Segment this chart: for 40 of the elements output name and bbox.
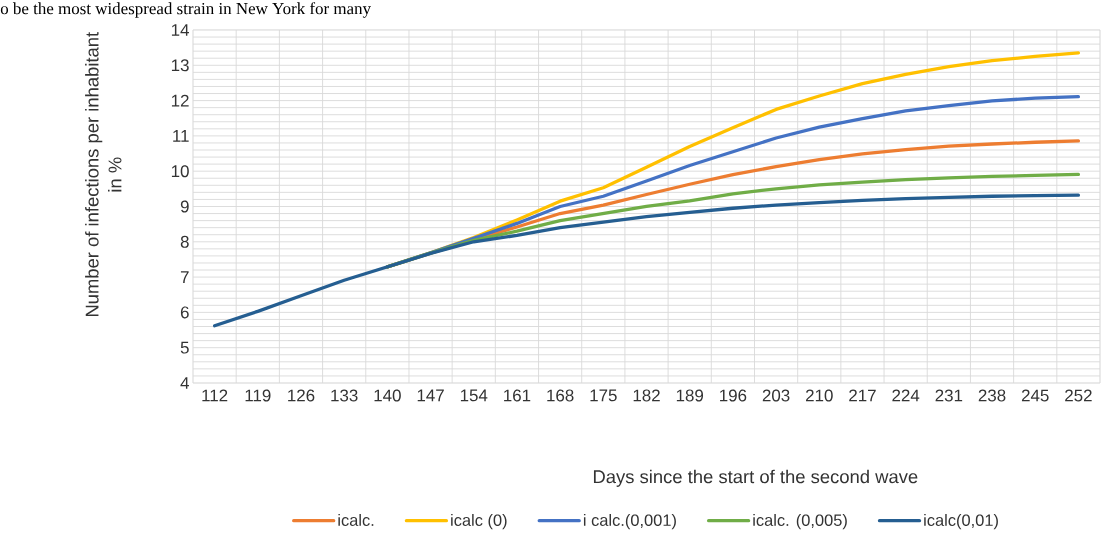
y-axis-title: Number of infections per inhabitant in % — [85, 31, 122, 317]
legend-label: icalc. — [338, 513, 374, 527]
x-tick-label: 210 — [806, 389, 833, 402]
y-tick-label: 6 — [180, 306, 189, 319]
y-tick-label: 9 — [180, 200, 189, 213]
x-tick-label: 133 — [331, 389, 358, 402]
x-tick-label: 231 — [935, 389, 963, 402]
y-tick-label: 7 — [180, 271, 189, 283]
x-tick-label: 175 — [590, 389, 617, 402]
x-tick-label: 217 — [849, 389, 876, 402]
x-tick-label: 203 — [762, 389, 790, 402]
x-tick-label: 126 — [288, 389, 315, 402]
text: o be the most widespread strain in New York for many — [0, 2, 371, 18]
y-tick-label: 14 — [171, 24, 189, 36]
x-tick-label: 224 — [892, 389, 920, 402]
legend-label: icalc(0,01) — [924, 513, 998, 530]
y-tick-label: 4 — [180, 377, 189, 389]
x-tick-label: 112 — [202, 389, 228, 402]
x-tick-label: 189 — [676, 389, 704, 402]
legend-label: i calc.(0,001) — [583, 513, 676, 530]
legend-label: icalc. (0,005) — [753, 513, 847, 530]
x-tick-label: 182 — [633, 389, 660, 402]
legend-label: icalc (0) — [451, 513, 507, 530]
x-tick-label: 196 — [720, 389, 747, 402]
x-tick-label: 161 — [504, 389, 531, 402]
x-tick-label: 238 — [978, 389, 1006, 402]
x-tick-label: 245 — [1021, 389, 1049, 402]
x-tick-label: 154 — [460, 389, 488, 402]
y-tick-label: 11 — [173, 130, 189, 142]
x-tick-label: 252 — [1065, 389, 1092, 402]
x-tick-label: 147 — [417, 389, 444, 402]
y-tick-label: 12 — [171, 94, 189, 107]
x-tick-label: 119 — [245, 389, 271, 402]
y-tick-label: 8 — [180, 235, 189, 248]
x-tick-label: 168 — [547, 389, 574, 402]
y-tick-label: 10 — [171, 165, 189, 178]
x-tick-label: 140 — [374, 389, 401, 402]
y-tick-label: 13 — [171, 59, 189, 72]
y-tick-label: 5 — [180, 341, 189, 354]
x-axis-title: Days since the start of the second wave — [593, 469, 918, 487]
